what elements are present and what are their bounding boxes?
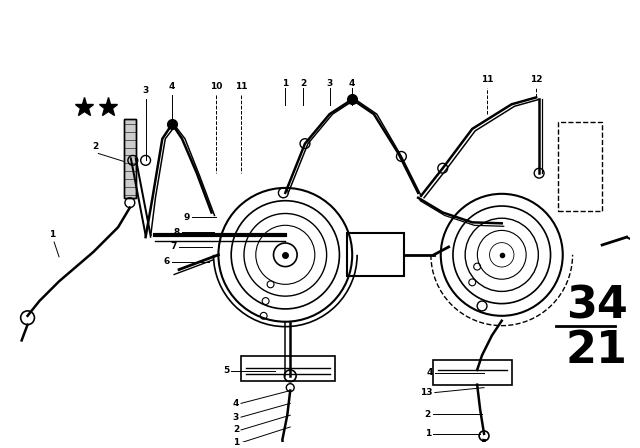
Text: 13: 13 — [420, 388, 433, 397]
Text: 2: 2 — [233, 426, 239, 435]
Text: 3: 3 — [233, 413, 239, 422]
Text: 11: 11 — [235, 82, 247, 91]
Text: 9: 9 — [184, 213, 190, 222]
Text: 1: 1 — [49, 230, 55, 239]
Text: 34: 34 — [566, 284, 628, 327]
Text: 4: 4 — [169, 82, 175, 91]
Text: 10: 10 — [211, 82, 223, 91]
Bar — [348, 233, 404, 276]
Bar — [124, 119, 136, 198]
Text: 5: 5 — [223, 366, 229, 375]
Text: 1: 1 — [282, 78, 289, 87]
Bar — [558, 122, 602, 211]
Text: 8: 8 — [174, 228, 180, 237]
Text: 2: 2 — [425, 409, 431, 419]
Bar — [124, 119, 136, 198]
Bar — [433, 360, 511, 385]
Text: 2: 2 — [92, 142, 99, 151]
Text: 2: 2 — [300, 78, 306, 87]
Text: 3: 3 — [326, 78, 333, 87]
Text: 3: 3 — [143, 86, 148, 95]
Text: 12: 12 — [530, 75, 543, 84]
Text: 4: 4 — [233, 399, 239, 408]
Text: 7: 7 — [171, 242, 177, 251]
Text: 4: 4 — [349, 78, 355, 87]
Text: 1: 1 — [425, 429, 431, 439]
Text: 21: 21 — [566, 329, 628, 372]
Text: 11: 11 — [481, 75, 493, 84]
Text: 4: 4 — [426, 368, 433, 377]
Bar — [241, 356, 335, 381]
Text: 1: 1 — [233, 438, 239, 447]
Text: 6: 6 — [164, 257, 170, 266]
